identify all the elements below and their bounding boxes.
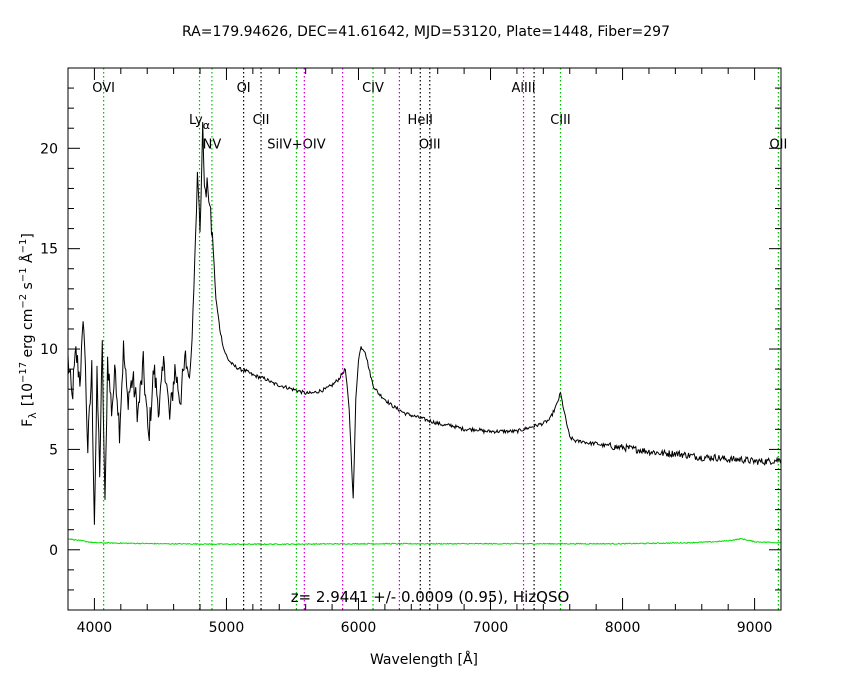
- x-tick-label: 5000: [209, 620, 245, 636]
- axis-ticks: 4000 5000 6000 7000 8000 9000 0 5 10 15 20: [40, 67, 782, 636]
- series-layer: [67, 121, 782, 546]
- line-label-8: CIV: [362, 81, 384, 96]
- x-tick-label: 6000: [341, 620, 377, 636]
- line-label-10: HeII: [408, 113, 433, 128]
- line-label-1: Lyα: [189, 113, 210, 132]
- line-label-0: OVI: [92, 81, 115, 96]
- y-tick-label: 20: [40, 141, 58, 157]
- y-label-exp4: −1: [18, 239, 29, 254]
- y-label-exp3: −1: [18, 267, 29, 282]
- line-label-11: OIII: [419, 137, 441, 152]
- y-tick-label: 10: [40, 342, 58, 358]
- x-tick-label: 7000: [473, 620, 509, 636]
- line-label-3: OI: [237, 81, 251, 96]
- line-label-5: SiIV+OIV: [267, 137, 326, 152]
- emission-lines: OVI Lyα NV OI CII SiIV+OIV CIV HeII OIII AlIII CII…: [92, 68, 787, 610]
- plot-frame: [67, 67, 782, 611]
- x-tick-label: 9000: [737, 620, 773, 636]
- redshift-annotation: z= 2.9441 +/- 0.0009 (0.95), HizQSO: [291, 588, 570, 606]
- chart-title: RA=179.94626, DEC=41.61642, MJD=53120, P…: [182, 24, 670, 40]
- y-label-suffix: ]: [20, 233, 36, 238]
- line-label-12: AlIII: [512, 81, 536, 96]
- series-flux: [67, 121, 782, 525]
- y-axis-label: Fλ[10−17 erg cm−2 s−1 Å−1]: [18, 233, 39, 427]
- y-tick-label: 0: [49, 543, 58, 559]
- y-tick-label: 15: [40, 242, 58, 258]
- series-error: [67, 537, 781, 546]
- y-tick-label: 5: [49, 442, 58, 458]
- line-label-2: NV: [203, 137, 222, 152]
- y-label-exp1: −17: [18, 362, 29, 383]
- y-label-exp2: −2: [18, 294, 29, 309]
- line-label-4: CII: [253, 113, 270, 128]
- y-label-mid: erg cm: [20, 309, 36, 362]
- line-label-14: CIII: [550, 113, 571, 128]
- y-label-main: F: [20, 419, 36, 427]
- y-label-prefix: [10: [20, 383, 36, 406]
- y-label-sub: λ: [26, 412, 39, 419]
- y-label-mid3: Å: [19, 253, 36, 267]
- x-axis-label: Wavelength [Å]: [370, 651, 478, 668]
- x-tick-label: 8000: [605, 620, 641, 636]
- x-tick-label: 4000: [77, 620, 113, 636]
- y-label-mid2: s: [20, 282, 36, 294]
- line-label-15: OII: [769, 137, 787, 152]
